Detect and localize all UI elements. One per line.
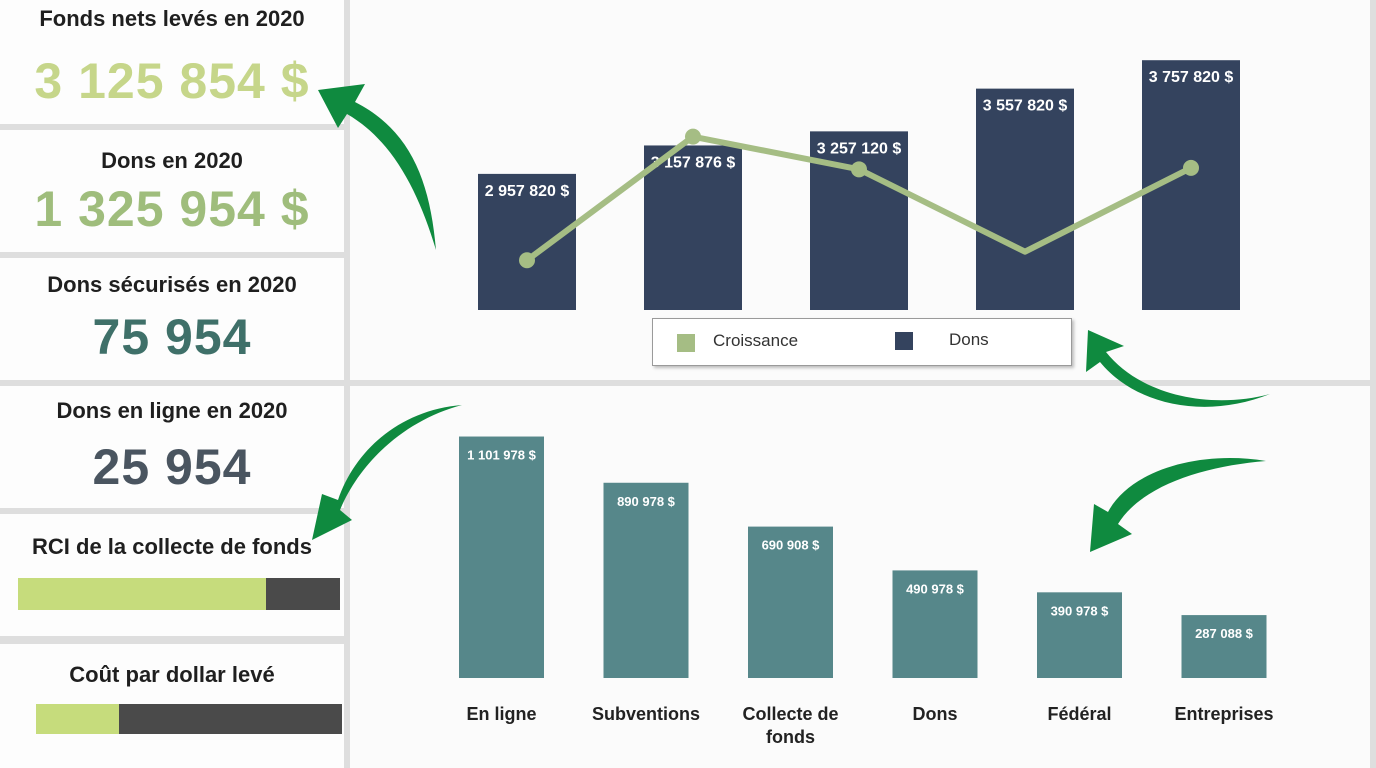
kpi-online-value: 25 954 <box>92 439 252 495</box>
green-arrow-icon <box>312 405 462 540</box>
source-bar <box>1037 592 1122 678</box>
source-data-label: 287 088 $ <box>1195 626 1254 641</box>
source-bar <box>603 482 689 678</box>
donations-data-label: 2 957 820 $ <box>485 183 570 200</box>
kpi-online-title: Dons en ligne en 2020 <box>56 398 288 423</box>
kpi-net-funds-value: 3 125 854 $ <box>34 53 310 109</box>
growth-point <box>685 128 701 145</box>
green-arrow-icon <box>1086 330 1270 407</box>
donations-data-label: 3 157 876 $ <box>651 154 736 171</box>
source-bar <box>892 570 978 678</box>
source-data-label: 390 978 $ <box>1051 603 1110 618</box>
source-data-label: 490 978 $ <box>906 581 965 596</box>
roi-progress-bar <box>18 578 340 610</box>
legend-swatch-growth <box>677 334 695 352</box>
cost-progress-fill <box>36 704 119 734</box>
source-data-label: 890 978 $ <box>617 494 676 509</box>
source-bar <box>459 436 544 678</box>
growth-point <box>519 252 535 269</box>
chart-legend: Croissance Dons <box>652 318 1072 366</box>
legend-label-donations: Dons <box>949 330 989 349</box>
growth-point <box>1183 159 1199 176</box>
growth-point <box>851 161 867 178</box>
source-data-label: 1 101 978 $ <box>467 448 536 463</box>
kpi-roi-panel: RCI de la collecte de fonds <box>0 514 344 636</box>
cost-progress-bar <box>36 704 342 734</box>
legend-swatch-donations <box>895 332 913 350</box>
roi-progress-fill <box>18 578 266 610</box>
category-label: Subventions <box>592 704 700 724</box>
donations-bar <box>976 88 1074 310</box>
donations-growth-chart: 2 957 820 $ 3 157 876 $ 3 257 120 $ 3 557 8… <box>478 60 1240 310</box>
category-label: Fédéral <box>1047 704 1111 724</box>
donations-data-label: 3 257 120 $ <box>817 140 902 157</box>
category-label: Collecte de <box>742 704 838 724</box>
kpi-secured-title: Dons sécurisés en 2020 <box>47 272 297 297</box>
category-label: En ligne <box>466 704 536 724</box>
kpi-net-funds-title: Fonds nets levés en 2020 <box>39 6 305 31</box>
green-arrow-icon <box>1090 458 1266 552</box>
kpi-cost-title: Coût par dollar levé <box>69 662 275 687</box>
kpi-net-funds-panel: Fonds nets levés en 2020 3 125 854 $ <box>0 0 344 124</box>
kpi-donations-title: Dons en 2020 <box>101 148 243 173</box>
legend-label-growth: Croissance <box>713 331 799 350</box>
kpi-secured-value: 75 954 <box>92 309 252 365</box>
category-label: Dons <box>913 704 958 724</box>
revenue-sources-chart-panel: 1 101 978 $ En ligne 890 978 $ Subventions 6… <box>350 386 1370 768</box>
category-label: Entreprises <box>1174 704 1273 724</box>
kpi-roi-title: RCI de la collecte de fonds <box>32 534 312 559</box>
donations-growth-chart-panel: 2 957 820 $ 3 157 876 $ 3 257 120 $ 3 557 8… <box>350 0 1370 380</box>
source-bar <box>748 526 833 678</box>
source-bar <box>1181 615 1267 678</box>
kpi-donations-panel: Dons en 2020 1 325 954 $ <box>0 130 344 252</box>
donations-bar <box>478 173 576 310</box>
donations-data-label: 3 757 820 $ <box>1149 69 1234 86</box>
kpi-online-panel: Dons en ligne en 2020 25 954 <box>0 386 344 508</box>
green-arrow-icon <box>318 84 436 250</box>
kpi-cost-panel: Coût par dollar levé <box>0 644 344 768</box>
kpi-secured-panel: Dons sécurisés en 2020 75 954 <box>0 258 344 380</box>
donations-data-label: 3 557 820 $ <box>983 98 1068 115</box>
revenue-sources-chart: 1 101 978 $ En ligne 890 978 $ Subventions 6… <box>459 436 1274 747</box>
source-data-label: 690 908 $ <box>762 538 821 553</box>
category-label: fonds <box>766 727 815 747</box>
donations-bar <box>644 145 742 310</box>
kpi-donations-value: 1 325 954 $ <box>34 181 310 237</box>
